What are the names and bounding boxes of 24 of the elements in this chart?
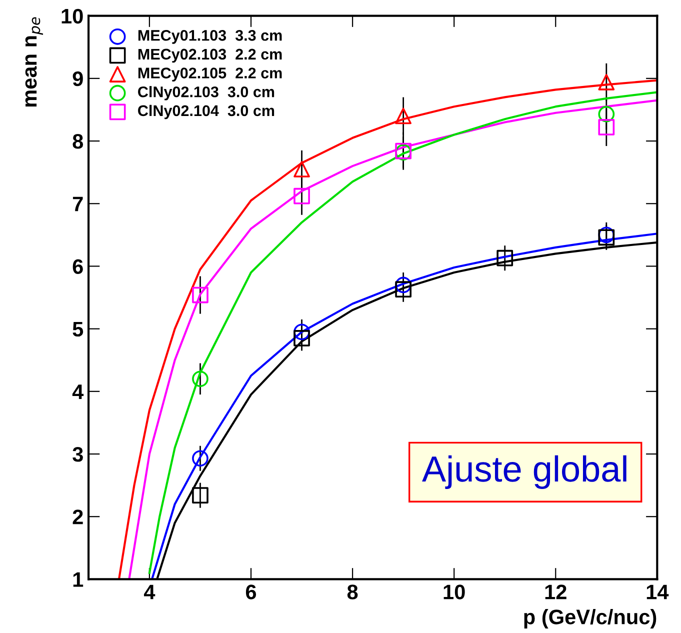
x-tick-label: 14 [646, 584, 669, 600]
y-tick-label: 5 [72, 322, 84, 337]
x-tick-label: 10 [444, 584, 465, 600]
y-tick-label: 8 [72, 134, 84, 149]
x-tick-label: 8 [347, 584, 358, 600]
legend-label: MECy02.105 2.2 cm [138, 68, 282, 82]
legend-label: MECy02.103 2.2 cm [138, 48, 282, 63]
y-tick-label: 2 [72, 510, 83, 524]
legend-label: MECy01.103 3.3 cm [138, 30, 282, 44]
y-axis-title: mean n$_{pe}$ [25, 17, 43, 107]
x-tick-label: 4 [144, 584, 156, 600]
y-tick-label: 6 [72, 259, 83, 274]
y-tick-label: 1 [73, 572, 84, 587]
y-tick-label: 10 [62, 8, 83, 24]
x-tick-label: 12 [545, 584, 566, 600]
y-tick-label: 9 [72, 71, 83, 86]
y-tick-label: 7 [72, 196, 83, 212]
y-tick-label: 3 [72, 447, 83, 462]
x-tick-label: 6 [246, 584, 256, 600]
legend-label: ClNy02.103 3.0 cm [138, 86, 274, 100]
y-tick-label: 4 [72, 384, 84, 399]
x-axis-title: p (GeV/c/nuc) [524, 609, 656, 628]
legend-label: ClNy02.104 3.0 cm [138, 104, 274, 120]
annotation: Ajuste global [422, 455, 626, 489]
